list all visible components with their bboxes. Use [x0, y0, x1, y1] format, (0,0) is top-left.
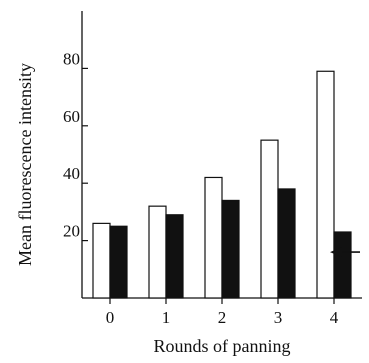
x-tick-label: 3 [274, 308, 283, 327]
arrow-marker [330, 247, 360, 258]
filled-bar [109, 225, 128, 299]
ticks: 20 40 60 80 0 1 2 3 4 [63, 49, 339, 327]
open-bar [92, 222, 111, 299]
y-tick-label: 80 [63, 49, 80, 68]
x-tick-label: 2 [218, 308, 227, 327]
x-axis-label: Rounds of panning [154, 336, 291, 356]
filled-bar [277, 188, 296, 299]
y-tick-label: 60 [63, 107, 80, 126]
open-bar [316, 70, 335, 299]
open-bar [148, 205, 167, 299]
open-bar [204, 176, 223, 299]
x-tick-label: 0 [106, 308, 115, 327]
filled-bar [165, 214, 184, 299]
filled-bar [333, 231, 352, 299]
filled-bar [221, 199, 240, 299]
y-tick-label: 40 [63, 164, 80, 183]
bars [92, 70, 352, 299]
x-tick-label: 1 [162, 308, 171, 327]
arrow-head [330, 247, 342, 258]
x-tick-label: 4 [330, 308, 339, 327]
annotations [330, 247, 360, 258]
y-axis-label: Mean fluorescence intensity [15, 63, 35, 266]
y-tick-label: 20 [63, 222, 80, 241]
open-bar [260, 139, 279, 299]
